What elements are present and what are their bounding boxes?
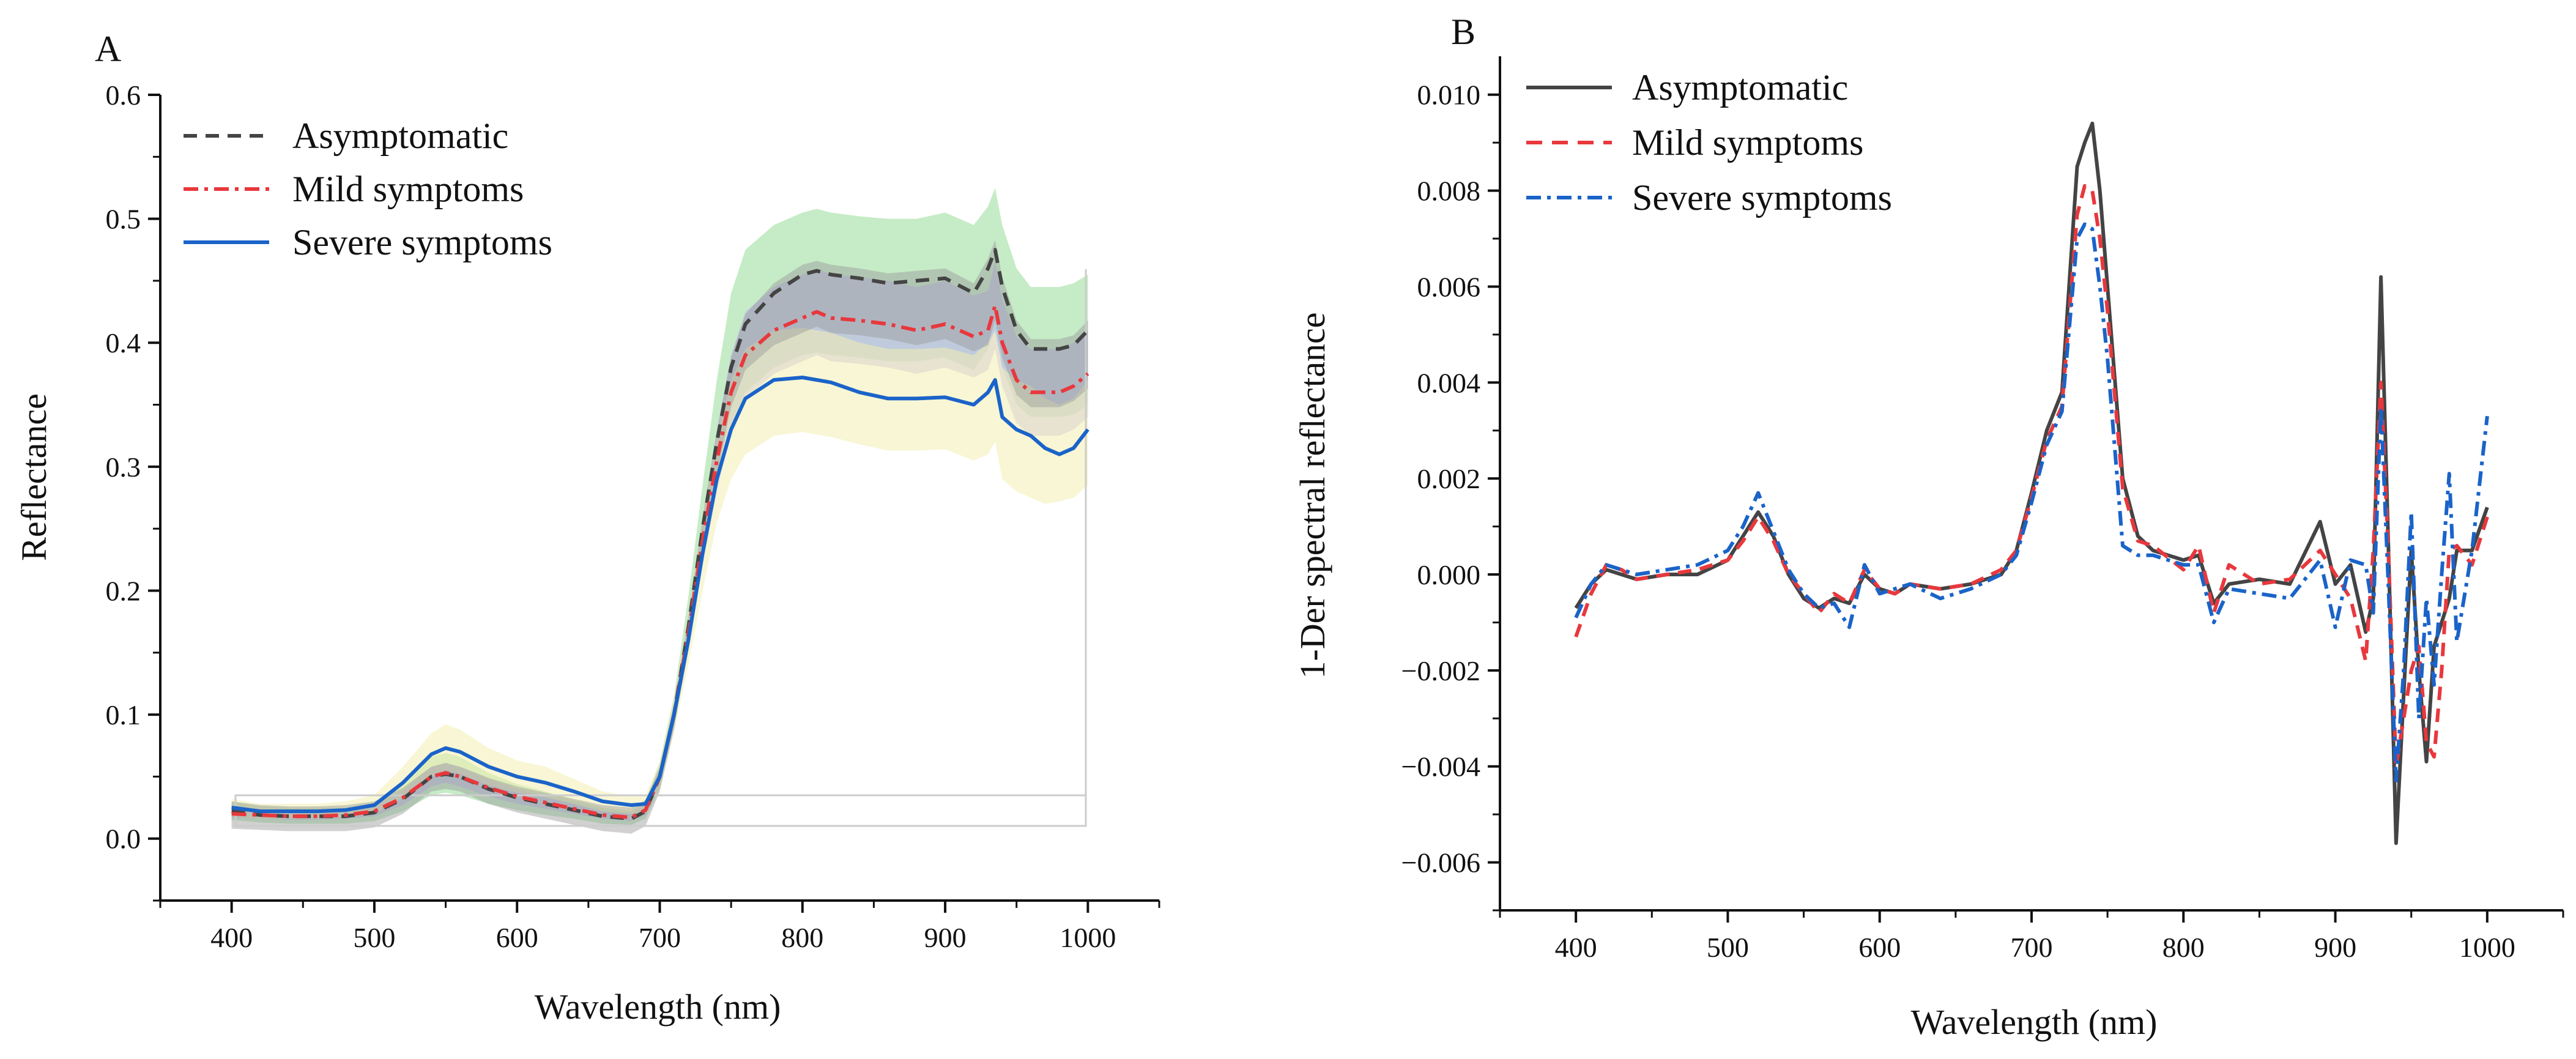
legend-a-mild-label: Mild symptoms	[292, 169, 524, 209]
panel-a-axes: 400 500 600 700 800 900 1000 0.0 0.1 0.2 0.3 0.4 0.5…	[106, 80, 1160, 953]
series-a-mild-symptoms	[231, 303, 1089, 820]
panel-b-ytick-label: 0.006	[1417, 271, 1481, 302]
panel-a-xtick-label: 500	[353, 922, 395, 953]
panel-a-label: A	[95, 29, 121, 69]
panel-a-bands	[231, 188, 1088, 834]
panel-b: B 400 500 600 700 800 900 1000 −0.006 −0.004 −0.0…	[1293, 12, 2564, 1042]
band-a-mild	[231, 262, 1088, 822]
series-b-asymptomatic	[1574, 121, 2489, 845]
panel-b-xtick-label: 900	[2314, 932, 2356, 963]
panel-b-axes: 400 500 600 700 800 900 1000 −0.006 −0.004 −0.002…	[1401, 56, 2564, 963]
panel-a: A 400 500 600 700 800 900 1000 0.0 0.1 0.2 0.3 0.4 0…	[14, 29, 1160, 1027]
panel-b-xtick-label: 600	[1858, 932, 1901, 963]
legend-a-asym-label: Asymptomatic	[292, 116, 508, 156]
panel-b-xtick-label: 700	[2011, 932, 2053, 963]
legend-b-asym-label: Asymptomatic	[1632, 67, 1848, 108]
series-a-asymptomatic	[231, 248, 1089, 821]
legend-b-mild-label: Mild symptoms	[1632, 122, 1863, 163]
panel-a-xtick-label: 600	[496, 922, 538, 953]
series-b-severe-symptoms	[1574, 222, 2489, 783]
panel-b-ytick-label: 0.008	[1417, 176, 1481, 207]
panel-b-ytick-label: 0.004	[1417, 367, 1481, 398]
panel-a-ytick-label: 0.4	[106, 327, 141, 359]
panel-a-xtick-label: 400	[210, 922, 253, 953]
panel-b-xtick-label: 800	[2162, 932, 2205, 963]
band-a-severe	[231, 327, 1088, 819]
panel-a-ytick-label: 0.5	[106, 204, 141, 235]
panel-a-legend: Asymptomatic Mild symptoms Severe sympto…	[184, 116, 552, 262]
panel-a-xlabel: Wavelength (nm)	[535, 987, 781, 1027]
panel-a-ytick-label: 0.3	[106, 451, 141, 483]
panel-a-xtick-label: 1000	[1060, 922, 1116, 953]
panel-a-ytick-label: 0.2	[106, 575, 141, 606]
panel-b-lines	[1574, 121, 2489, 845]
panel-b-ylabel: 1-Der spectral reflectance	[1293, 313, 1332, 679]
panel-b-ytick-label: 0.002	[1417, 463, 1481, 494]
panel-a-ytick-label: 0.6	[106, 80, 141, 111]
panel-b-xtick-label: 1000	[2459, 932, 2515, 963]
panel-a-lines	[231, 248, 1089, 821]
panel-b-ytick-label: −0.004	[1401, 751, 1480, 782]
panel-a-xtick-label: 700	[639, 922, 681, 953]
panel-b-ytick-label: −0.002	[1401, 655, 1480, 686]
panel-b-label: B	[1451, 12, 1475, 52]
panel-b-xtick-label: 500	[1707, 932, 1749, 963]
legend-a-severe-label: Severe symptoms	[292, 222, 552, 262]
panel-b-xtick-label: 400	[1555, 932, 1597, 963]
panel-a-ytick-label: 0.1	[106, 699, 141, 730]
band-a-overlap	[231, 240, 1088, 834]
panel-a-xtick-label: 800	[781, 922, 823, 953]
panel-a-ylabel: Reflectance	[14, 393, 54, 561]
panel-b-xlabel: Wavelength (nm)	[1911, 1002, 2158, 1042]
panel-a-ytick-label: 0.0	[106, 823, 141, 855]
panel-b-ytick-label: 0.010	[1417, 80, 1481, 111]
panel-b-ytick-label: 0.000	[1417, 559, 1481, 590]
legend-b-severe-label: Severe symptoms	[1632, 177, 1892, 218]
series-a-severe-symptoms	[231, 376, 1089, 814]
panel-a-xtick-label: 900	[924, 922, 967, 953]
panel-b-ytick-label: −0.006	[1401, 847, 1480, 879]
panel-b-legend: Asymptomatic Mild symptoms Severe sympto…	[1526, 67, 1892, 218]
